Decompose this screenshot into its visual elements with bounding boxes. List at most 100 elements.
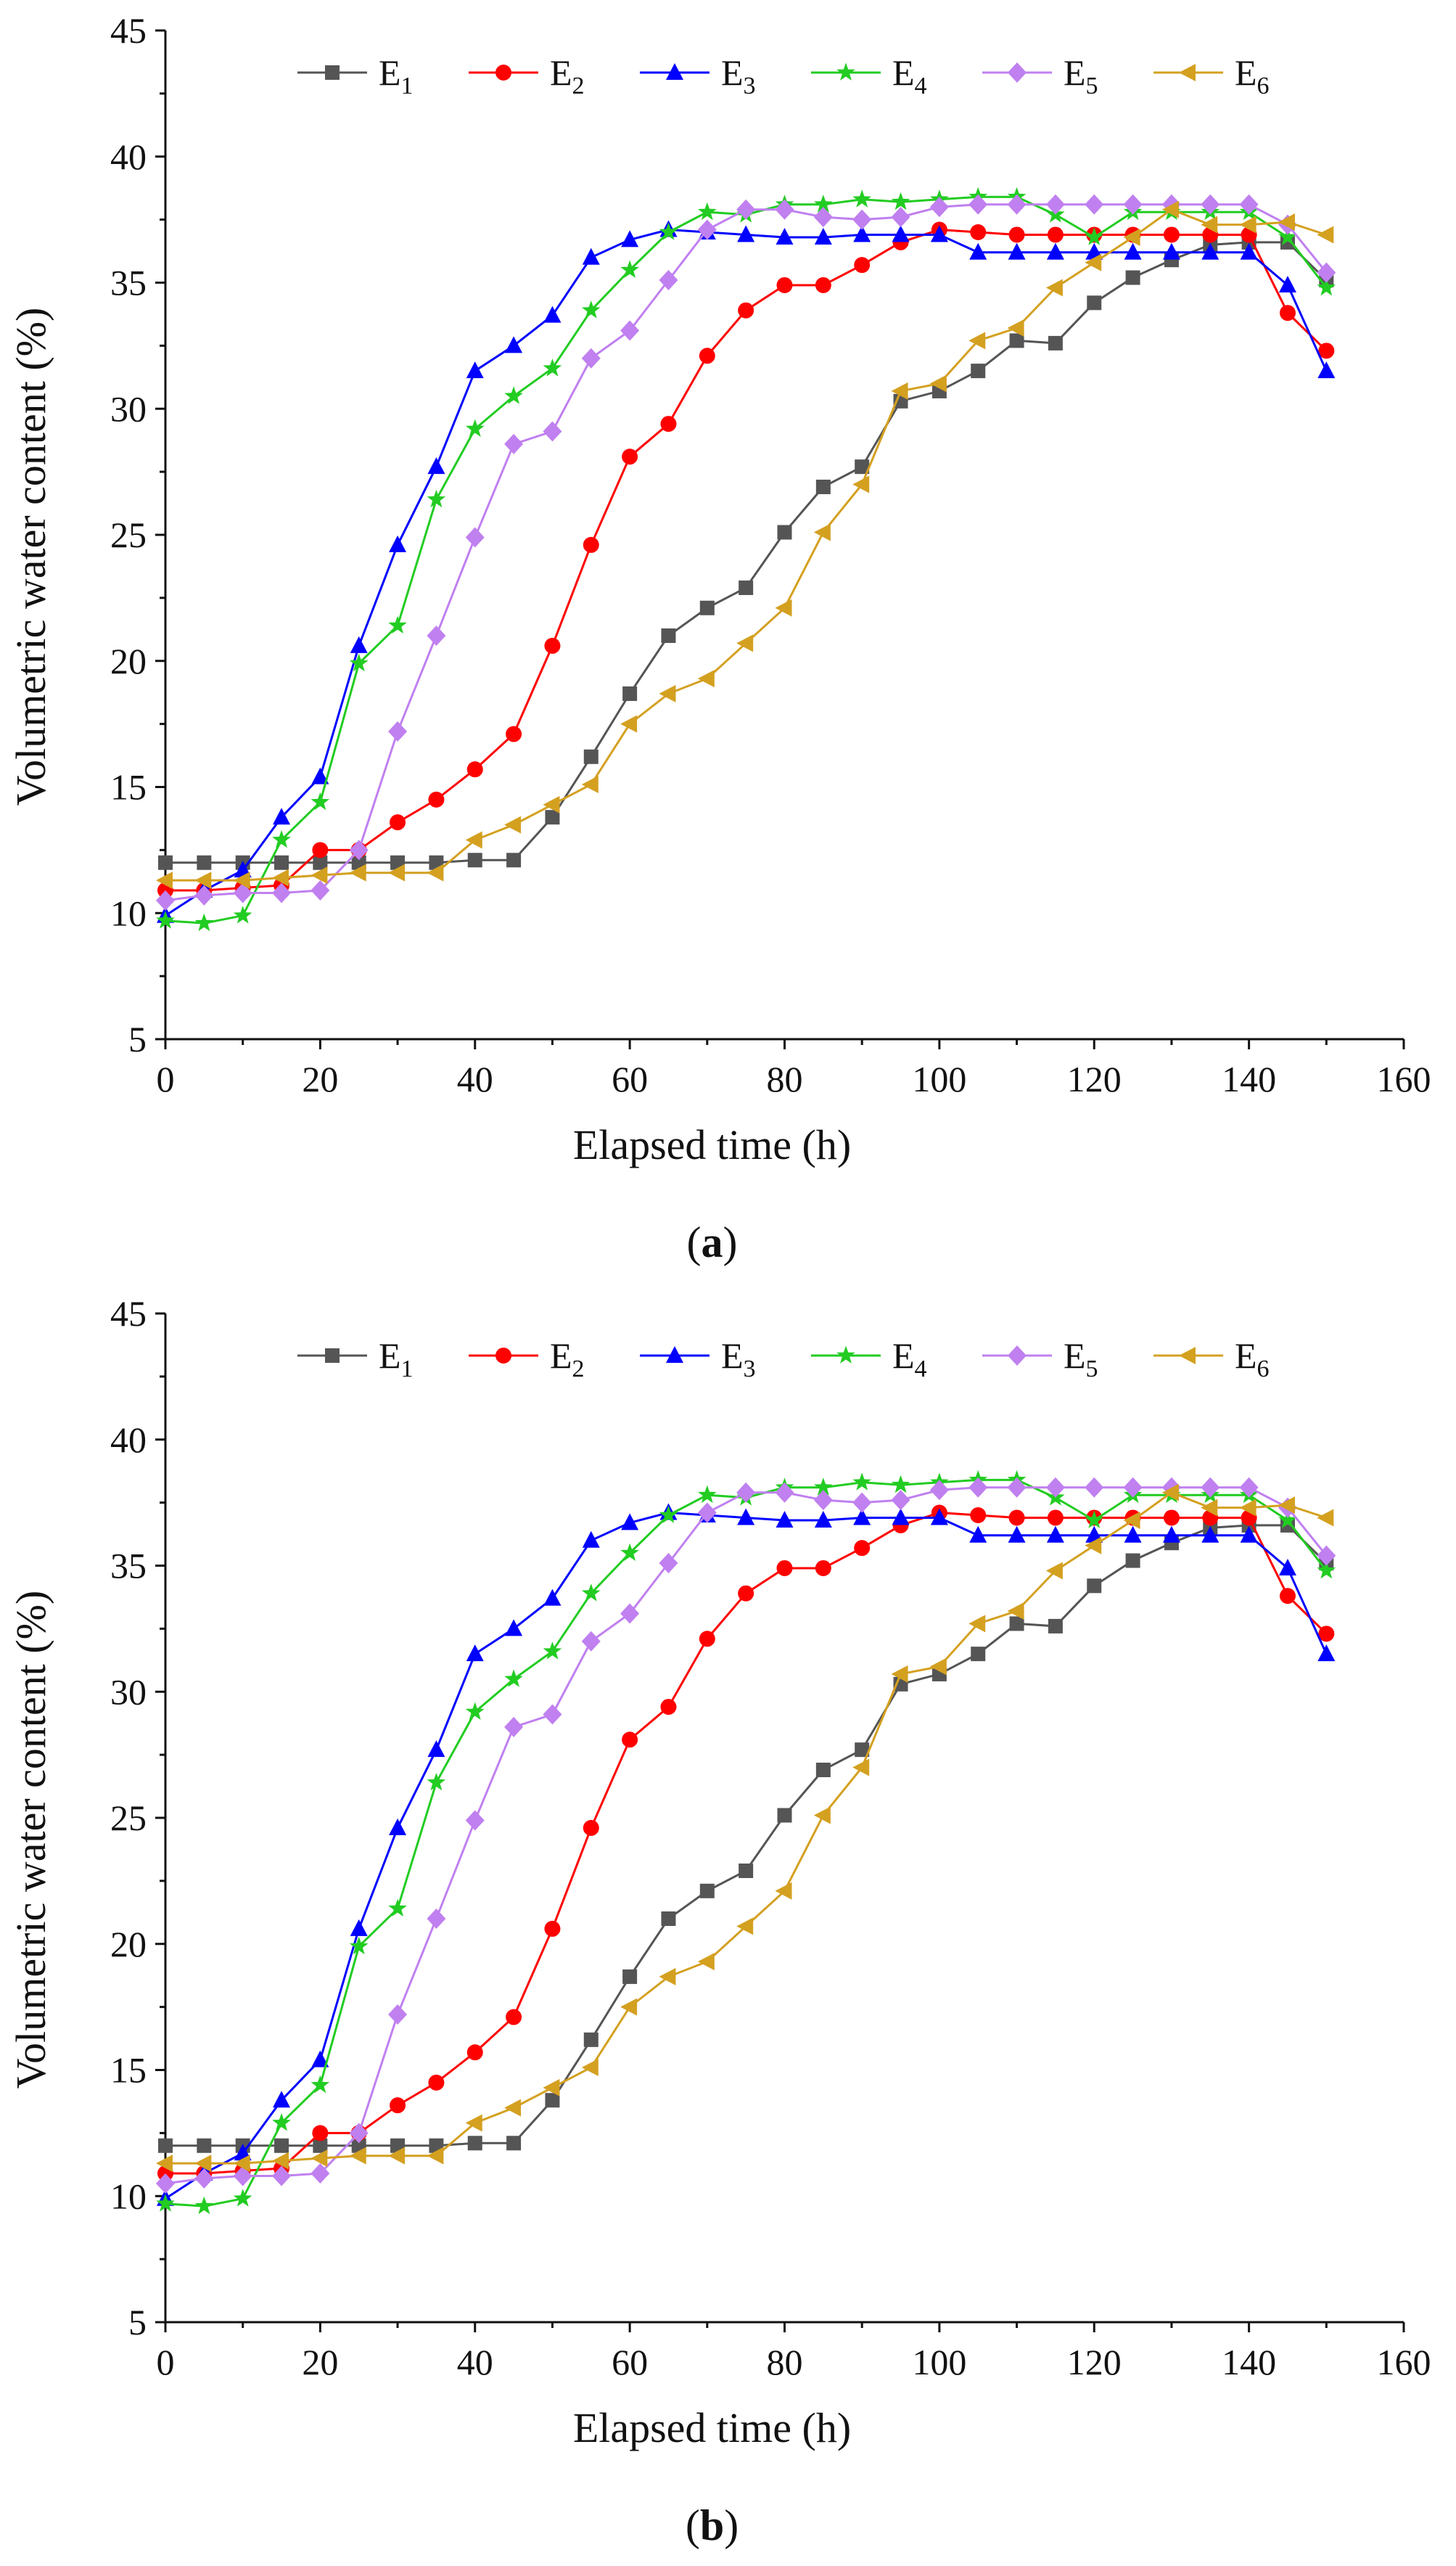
data-point-E1 <box>313 855 328 870</box>
data-point-E6 <box>1201 1499 1218 1517</box>
data-point-E5 <box>543 421 562 442</box>
data-point-E2 <box>1008 226 1025 243</box>
data-point-E1 <box>583 749 599 764</box>
legend-marker-E5 <box>1008 1345 1027 1366</box>
data-point-E2 <box>312 2125 329 2141</box>
series-E4 <box>156 1469 1336 2215</box>
data-point-E2 <box>1008 1509 1025 1526</box>
data-point-E6 <box>620 715 638 733</box>
data-point-E3 <box>1278 275 1296 292</box>
data-point-E1 <box>971 364 986 379</box>
data-point-E3 <box>273 2091 291 2108</box>
data-point-E5 <box>1045 1477 1065 1498</box>
data-point-E1 <box>699 1883 715 1898</box>
data-point-E1 <box>1087 295 1102 311</box>
data-point-E5 <box>1007 194 1027 215</box>
data-point-E1 <box>506 853 522 868</box>
data-point-E3 <box>969 1525 987 1543</box>
data-point-E5 <box>1045 194 1065 215</box>
series-E3 <box>157 220 1336 923</box>
data-point-E5 <box>1239 1477 1259 1498</box>
series-line-E1 <box>165 241 1328 864</box>
data-point-E3 <box>1162 1525 1180 1543</box>
data-point-E3 <box>311 767 329 784</box>
data-point-E4 <box>814 1477 833 1496</box>
y-tick-label: 20 <box>110 1924 147 1964</box>
data-point-E5 <box>310 2163 330 2184</box>
data-point-E3 <box>1124 1525 1142 1543</box>
data-point-E6 <box>659 684 676 702</box>
data-point-E2 <box>506 726 522 742</box>
series-E1 <box>158 234 1334 870</box>
data-point-E4 <box>427 489 446 508</box>
x-tick-label: 160 <box>1377 2342 1431 2382</box>
data-point-E4 <box>698 202 717 221</box>
data-point-E3 <box>1317 361 1336 379</box>
data-point-E1 <box>545 810 560 825</box>
data-point-E6 <box>349 2147 366 2165</box>
x-tick-label: 40 <box>457 1059 493 1099</box>
data-point-E3 <box>853 225 871 242</box>
data-point-E6 <box>1085 253 1102 271</box>
data-point-E6 <box>465 2114 482 2132</box>
data-point-E6 <box>233 2155 250 2173</box>
data-point-E6 <box>1239 216 1256 234</box>
y-tick-label: 35 <box>110 263 147 303</box>
data-point-E3 <box>930 225 948 242</box>
data-point-E2 <box>1163 226 1180 243</box>
data-point-E6 <box>272 2152 289 2170</box>
data-point-E5 <box>968 194 988 215</box>
data-point-E4 <box>1085 1510 1104 1528</box>
data-point-E6 <box>543 795 560 813</box>
data-point-E5 <box>1123 1477 1143 1498</box>
data-point-E1 <box>855 1742 870 1758</box>
data-point-E3 <box>273 808 291 825</box>
data-point-E1 <box>274 855 289 870</box>
data-point-E6 <box>233 872 250 890</box>
data-point-E4 <box>349 653 369 672</box>
data-point-E4 <box>156 911 175 929</box>
data-point-E5 <box>156 2173 175 2194</box>
data-point-E3 <box>1046 242 1064 260</box>
x-tick-label: 80 <box>767 2342 803 2382</box>
data-point-E1 <box>1048 1618 1063 1634</box>
data-point-E3 <box>466 361 484 379</box>
data-point-E1 <box>661 1911 676 1926</box>
legend-label-E3: E3 <box>721 1335 756 1382</box>
series-line-E2 <box>165 228 1328 892</box>
chart-panel-b: 0 20 40 60 80 100 120 140 160 5 10 15 20 25 30 35 40 45 El… <box>0 1283 1456 2566</box>
y-tick-label: 15 <box>110 2050 147 2091</box>
data-point-E5 <box>427 626 446 646</box>
chart-panel-a: 0 20 40 60 80 100 120 140 160 5 10 15 20 25 30 35 40 45 El… <box>7 10 1431 1266</box>
legend-marker-E6 <box>1179 64 1196 81</box>
data-point-E4 <box>233 906 252 924</box>
series-E6 <box>156 200 1334 890</box>
data-point-E5 <box>388 2004 408 2025</box>
data-point-E5 <box>813 207 833 228</box>
data-point-E5 <box>543 1704 562 1725</box>
data-point-E6 <box>1317 1509 1334 1527</box>
data-point-E2 <box>622 1731 638 1748</box>
data-point-E6 <box>388 2147 406 2165</box>
data-point-E6 <box>504 2099 522 2117</box>
data-point-E4 <box>388 1898 407 1917</box>
data-point-E1 <box>815 479 831 494</box>
data-point-E1 <box>622 1969 638 1984</box>
series-E5 <box>156 194 1336 911</box>
data-point-E5 <box>775 1482 794 1503</box>
x-tick-label: 20 <box>302 2342 338 2382</box>
data-point-E2 <box>506 2009 522 2025</box>
data-point-E6 <box>581 776 599 794</box>
data-point-E5 <box>1317 1545 1336 1566</box>
data-point-E2 <box>1318 1626 1335 1642</box>
data-point-E6 <box>736 1917 754 1935</box>
data-point-E4 <box>659 222 678 240</box>
x-tick-label: 100 <box>912 2342 966 2382</box>
data-point-E3 <box>389 1818 407 1835</box>
data-point-E1 <box>158 855 173 870</box>
data-point-E3 <box>1240 242 1258 260</box>
data-point-E5 <box>465 527 485 548</box>
legend-marker-E1 <box>325 1348 340 1363</box>
data-point-E6 <box>427 2147 444 2165</box>
data-point-E6 <box>1045 279 1063 297</box>
